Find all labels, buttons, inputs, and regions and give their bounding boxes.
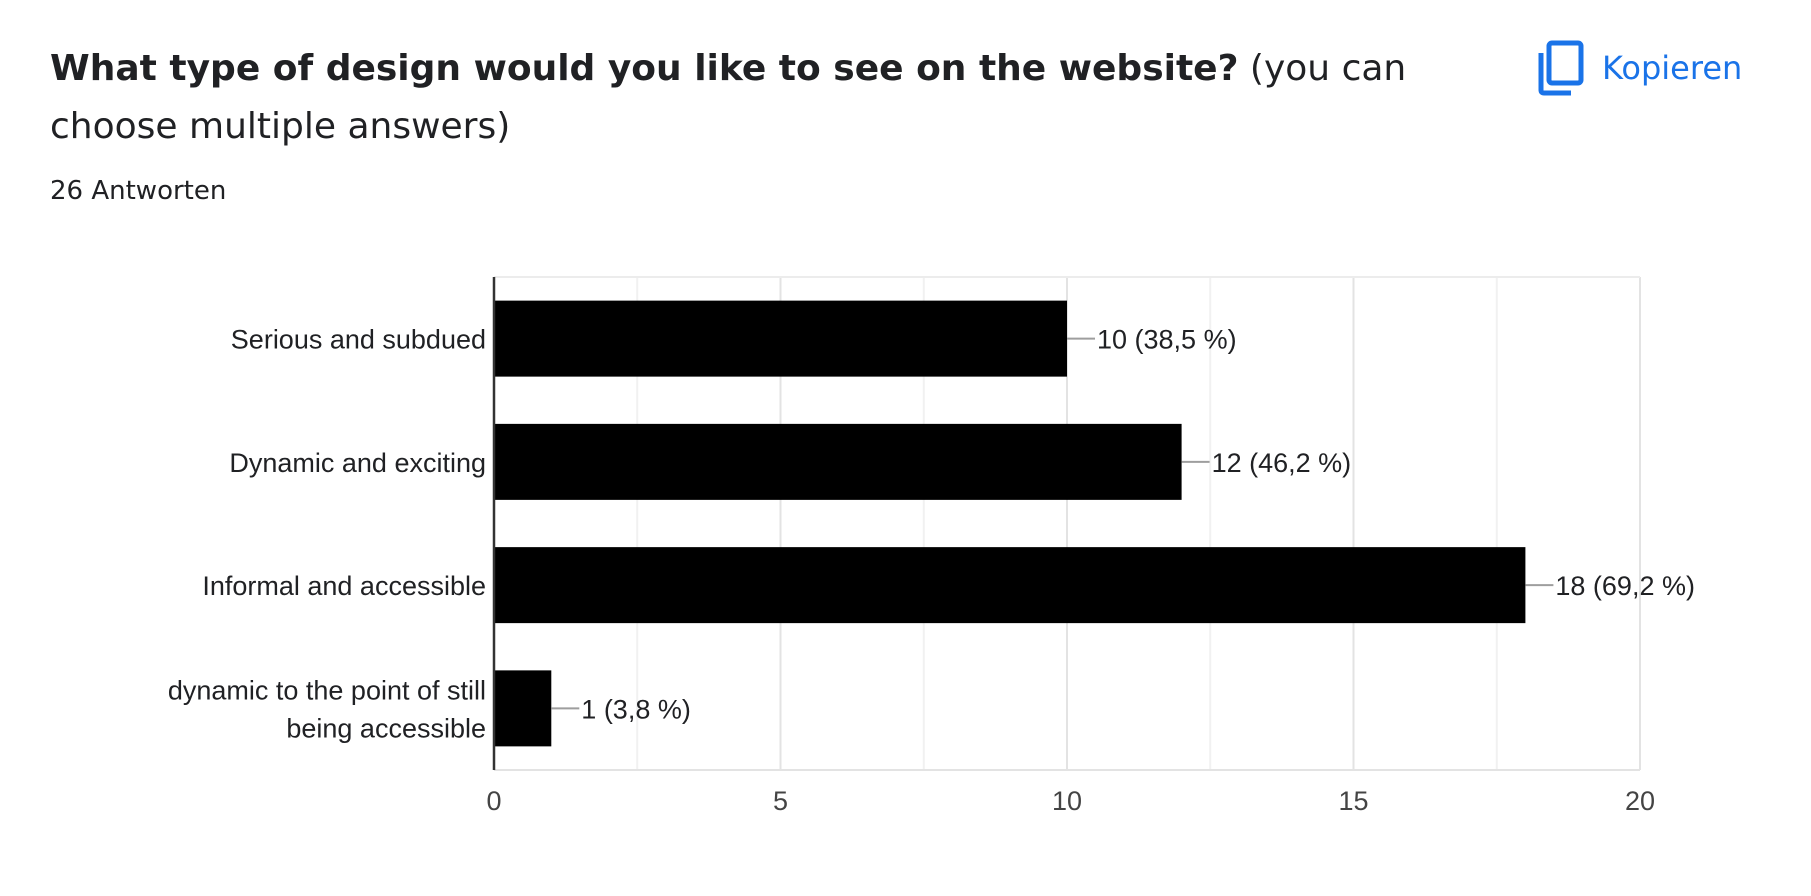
question-title-note: (you can choose multiple answers) [50,48,1407,147]
category-label-line: Informal and accessible [202,571,486,601]
question-title-bold: What type of design would you like to se… [50,48,1239,89]
category-label: Informal and accessible [202,571,486,601]
copy-button-label: Kopieren [1602,49,1743,87]
x-tick-label: 20 [1625,786,1655,816]
data-label: 10 (38,5 %) [1097,325,1237,355]
question-title: What type of design would you like to se… [50,40,1440,156]
copy-icon [1538,40,1584,96]
category-label-line: Serious and subdued [231,325,486,355]
category-label: dynamic to the point of still being acces… [168,675,486,743]
response-count: 26 Antworten [50,176,227,206]
category-label-line: Dynamic and exciting [229,448,486,478]
category-label-line: being accessible [286,713,486,743]
copy-button[interactable]: Kopieren [1538,38,1742,98]
bar [494,423,1182,500]
bar [494,300,1067,377]
x-tick-label: 15 [1338,786,1368,816]
data-label: 1 (3,8 %) [581,694,691,724]
x-tick-label: 5 [773,786,788,816]
data-label: 12 (46,2 %) [1212,448,1352,478]
bar [494,670,552,747]
data-label: 18 (69,2 %) [1555,571,1695,601]
x-tick-label: 10 [1052,786,1082,816]
category-label: Serious and subdued [231,325,486,355]
bar [494,547,1526,624]
category-label: Dynamic and exciting [229,448,486,478]
category-label-line: dynamic to the point of still [168,675,486,705]
x-tick-label: 0 [486,786,501,816]
